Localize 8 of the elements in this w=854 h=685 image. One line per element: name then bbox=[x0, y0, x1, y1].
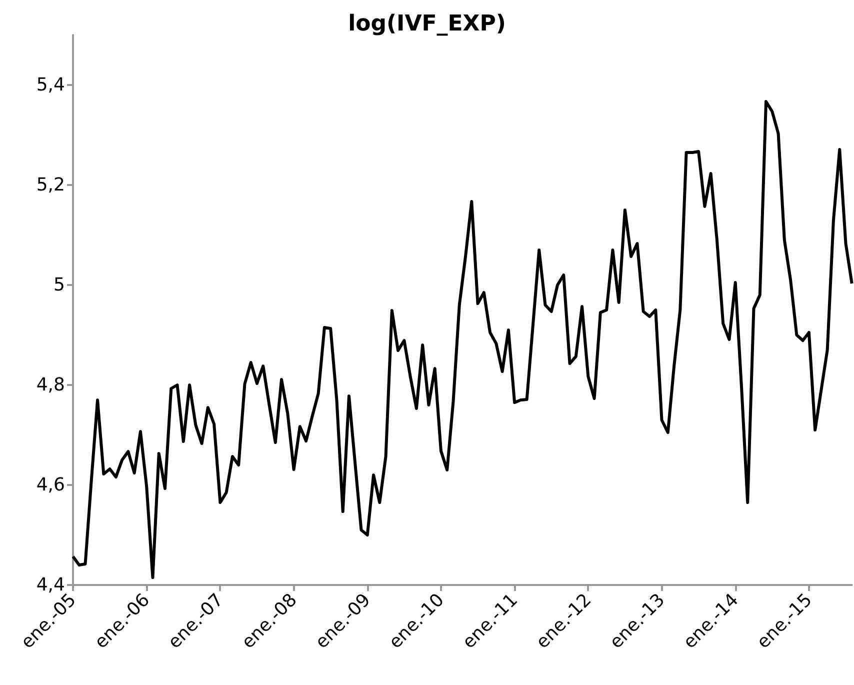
y-tick-label: 4,8 bbox=[36, 374, 65, 396]
y-tick-label: 5,2 bbox=[36, 174, 65, 196]
y-tick-label: 5,4 bbox=[36, 74, 65, 96]
chart-title: log(IVF_EXP) bbox=[348, 12, 506, 36]
y-tick-label: 4,4 bbox=[36, 574, 65, 596]
y-tick-label: 5 bbox=[54, 274, 65, 296]
line-series bbox=[72, 100, 854, 579]
y-tick-label: 4,6 bbox=[36, 474, 65, 496]
